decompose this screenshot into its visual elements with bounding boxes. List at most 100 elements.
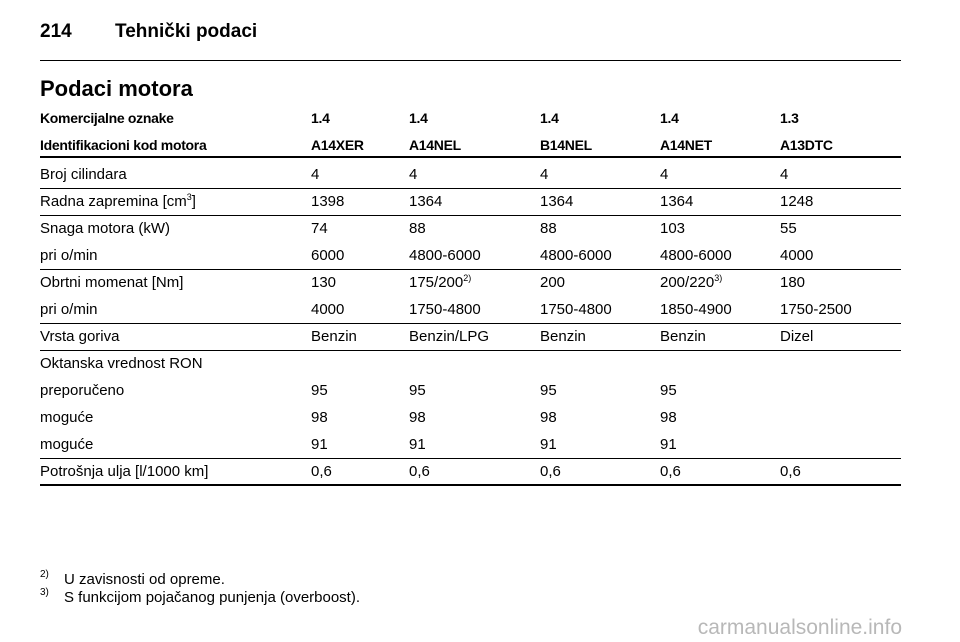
table-cell: 4 bbox=[780, 165, 789, 183]
table-cell: Dizel bbox=[780, 327, 814, 345]
page-title: Tehnički podaci bbox=[115, 21, 258, 42]
table-cell: 98 bbox=[409, 408, 426, 426]
table-cell: 91 bbox=[311, 435, 328, 453]
table-cell: 98 bbox=[540, 408, 557, 426]
superscript: 3) bbox=[714, 272, 723, 283]
table-cell: Radna zapremina [cm3] bbox=[40, 191, 196, 210]
table-cell: 74 bbox=[311, 219, 328, 237]
table-cell: 4 bbox=[660, 165, 669, 183]
table-cell: A13DTC bbox=[780, 137, 833, 153]
table-cell: moguće bbox=[40, 435, 94, 453]
table-cell: 4800-6000 bbox=[540, 246, 612, 264]
cell-text: 200/220 bbox=[660, 273, 715, 291]
table-cell: 180 bbox=[780, 273, 806, 291]
header-rule bbox=[40, 60, 901, 61]
table-cell: 1.4 bbox=[660, 110, 679, 126]
table-cell: A14NEL bbox=[409, 137, 461, 153]
section-title: Podaci motora bbox=[40, 76, 193, 101]
table-cell: 1.4 bbox=[540, 110, 559, 126]
table-cell: 1398 bbox=[311, 192, 345, 210]
table-cell: Benzin bbox=[540, 327, 586, 345]
superscript: 3 bbox=[186, 191, 192, 202]
table-cell: moguće bbox=[40, 408, 94, 426]
watermark: carmanualsonline.info bbox=[697, 616, 902, 639]
table-cell: 4 bbox=[540, 165, 549, 183]
table-cell: 95 bbox=[311, 381, 328, 399]
table-cell: Oktanska vrednost RON bbox=[40, 354, 203, 372]
table-cell: 88 bbox=[540, 219, 557, 237]
cell-text: Radna zapremina [cm bbox=[40, 192, 187, 210]
table-cell: 0,6 bbox=[660, 462, 681, 480]
table-cell: 1364 bbox=[540, 192, 574, 210]
table-cell: 6000 bbox=[311, 246, 345, 264]
table-cell: 95 bbox=[660, 381, 677, 399]
table-rule bbox=[40, 269, 901, 270]
table-cell: 4 bbox=[311, 165, 320, 183]
table-rule bbox=[40, 323, 901, 324]
table-cell: 130 bbox=[311, 273, 337, 291]
table-cell: 1750-4800 bbox=[409, 300, 481, 318]
table-cell: Obrtni momenat [Nm] bbox=[40, 273, 184, 291]
table-cell: Benzin bbox=[311, 327, 357, 345]
footnote-text: S funkcijom pojačanog punjenja (overboos… bbox=[64, 589, 361, 606]
table-cell: 103 bbox=[660, 219, 686, 237]
table-cell: preporučeno bbox=[40, 381, 125, 399]
table-cell: 91 bbox=[409, 435, 426, 453]
table-cell: 1850-4900 bbox=[660, 300, 732, 318]
cell-text: 175/200 bbox=[409, 273, 464, 291]
table-cell: A14NET bbox=[660, 137, 712, 153]
table-cell: 95 bbox=[540, 381, 557, 399]
superscript: 2) bbox=[463, 272, 472, 283]
footnote-marker: 2) bbox=[40, 569, 49, 580]
table-cell: 0,6 bbox=[409, 462, 430, 480]
table-cell: 1750-2500 bbox=[780, 300, 852, 318]
table-cell: 4 bbox=[409, 165, 418, 183]
cell-text: ] bbox=[191, 192, 196, 210]
table-cell: Potrošnja ulja [l/1000 km] bbox=[40, 462, 209, 480]
table-rule bbox=[40, 215, 901, 216]
table-rule bbox=[40, 458, 901, 459]
table-cell: 95 bbox=[409, 381, 426, 399]
table-cell: pri o/min bbox=[40, 300, 98, 318]
table-cell: Benzin bbox=[660, 327, 706, 345]
page-number: 214 bbox=[40, 21, 72, 42]
footnote-marker: 3) bbox=[40, 587, 49, 598]
table-cell: 0,6 bbox=[780, 462, 801, 480]
table-cell: 4000 bbox=[311, 300, 345, 318]
table-cell: pri o/min bbox=[40, 246, 98, 264]
table-cell: 98 bbox=[660, 408, 677, 426]
table-cell: 1248 bbox=[780, 192, 814, 210]
table-cell: 1.4 bbox=[409, 110, 428, 126]
table-cell: 1364 bbox=[409, 192, 443, 210]
table-cell: Vrsta goriva bbox=[40, 327, 120, 345]
table-cell: 0,6 bbox=[311, 462, 332, 480]
table-cell: 88 bbox=[409, 219, 426, 237]
table-cell: 200 bbox=[540, 273, 566, 291]
table-cell: 200/2203) bbox=[660, 272, 723, 291]
table-cell: B14NEL bbox=[540, 137, 592, 153]
table-cell: Identifikacioni kod motora bbox=[40, 137, 207, 153]
table-cell: 175/2002) bbox=[409, 272, 472, 291]
table-cell: 4800-6000 bbox=[660, 246, 732, 264]
table-rule bbox=[40, 350, 901, 351]
table-cell: 91 bbox=[660, 435, 677, 453]
table-cell: 1.4 bbox=[311, 110, 330, 126]
table-cell: 1750-4800 bbox=[540, 300, 612, 318]
table-cell: Snaga motora (kW) bbox=[40, 219, 171, 237]
table-cell: 0,6 bbox=[540, 462, 561, 480]
table-cell: 4000 bbox=[780, 246, 814, 264]
table-cell: 98 bbox=[311, 408, 328, 426]
table-cell: Komercijalne oznake bbox=[40, 110, 174, 126]
table-cell: A14XER bbox=[311, 137, 364, 153]
table-rule bbox=[40, 156, 901, 158]
table-cell: 4800-6000 bbox=[409, 246, 481, 264]
footnote-text: U zavisnosti od opreme. bbox=[64, 571, 225, 588]
table-cell: 1.3 bbox=[780, 110, 799, 126]
table-rule bbox=[40, 484, 901, 486]
table-cell: 55 bbox=[780, 219, 797, 237]
table-cell: 91 bbox=[540, 435, 557, 453]
table-cell: Broj cilindara bbox=[40, 165, 127, 183]
table-cell: Benzin/LPG bbox=[409, 327, 490, 345]
table-cell: 1364 bbox=[660, 192, 694, 210]
